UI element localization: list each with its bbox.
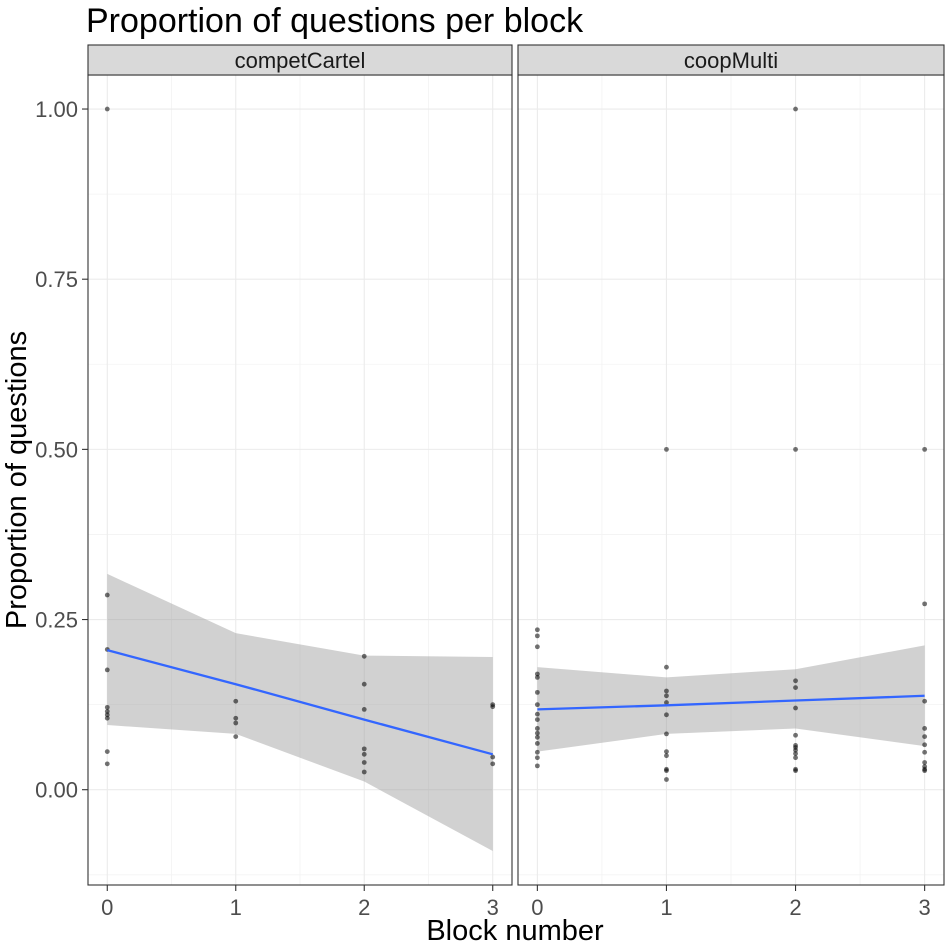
data-point <box>233 699 238 704</box>
data-point <box>105 749 110 754</box>
data-point <box>105 716 110 721</box>
x-axis-title: Block number <box>426 915 604 947</box>
data-point <box>105 593 110 598</box>
data-point <box>793 678 798 683</box>
data-point <box>793 755 798 760</box>
data-point <box>664 749 669 754</box>
x-tick-label: 1 <box>230 895 242 920</box>
data-point <box>793 447 798 452</box>
data-point <box>535 633 540 638</box>
x-tick-label: 1 <box>660 895 672 920</box>
data-point <box>535 702 540 707</box>
data-point <box>535 755 540 760</box>
data-point <box>105 107 110 112</box>
y-tick-label: 0.00 <box>35 778 78 803</box>
data-point <box>664 689 669 694</box>
data-point <box>535 750 540 755</box>
data-point <box>793 685 798 690</box>
data-point <box>362 770 367 775</box>
data-point <box>922 742 927 747</box>
data-point <box>535 712 540 717</box>
data-point <box>535 726 540 731</box>
data-point <box>664 753 669 758</box>
data-point <box>535 675 540 680</box>
data-point <box>535 735 540 740</box>
data-point <box>922 699 927 704</box>
data-point <box>362 760 367 765</box>
x-tick-label: 0 <box>101 895 113 920</box>
data-point <box>535 690 540 695</box>
data-point <box>664 768 669 773</box>
data-point <box>793 751 798 756</box>
data-point <box>105 705 110 710</box>
data-point <box>362 746 367 751</box>
data-point <box>793 107 798 112</box>
data-point <box>922 760 927 765</box>
data-point <box>922 750 927 755</box>
data-point <box>490 704 495 709</box>
data-point <box>793 768 798 773</box>
data-point <box>105 761 110 766</box>
data-point <box>535 627 540 632</box>
data-point <box>664 777 669 782</box>
x-tick-label: 2 <box>358 895 370 920</box>
data-point <box>362 752 367 757</box>
y-axis-title: Proportion of questions <box>1 331 33 629</box>
chart-title: Proportion of questions per block <box>86 2 584 40</box>
data-point <box>922 447 927 452</box>
data-point <box>535 717 540 722</box>
data-point <box>233 721 238 726</box>
data-point <box>362 707 367 712</box>
data-point <box>535 763 540 768</box>
data-point <box>535 644 540 649</box>
data-point <box>362 654 367 659</box>
data-point <box>922 601 927 606</box>
data-point <box>664 731 669 736</box>
x-tick-label: 3 <box>919 895 931 920</box>
y-tick-label: 0.50 <box>35 437 78 462</box>
data-point <box>105 668 110 673</box>
data-point <box>362 682 367 687</box>
facet-strip-label: coopMulti <box>684 48 778 73</box>
facet-strip-label: competCartel <box>235 48 366 73</box>
data-point <box>233 716 238 721</box>
y-tick-label: 0.75 <box>35 267 78 292</box>
data-point <box>793 733 798 738</box>
data-point <box>664 665 669 670</box>
data-point <box>535 741 540 746</box>
data-point <box>233 734 238 739</box>
y-tick-label: 1.00 <box>35 97 78 122</box>
data-point <box>664 693 669 698</box>
data-point <box>793 706 798 711</box>
x-tick-label: 2 <box>789 895 801 920</box>
data-point <box>922 768 927 773</box>
y-tick-label: 0.25 <box>35 608 78 633</box>
data-point <box>490 755 495 760</box>
y-axis: 0.00 0.25 0.50 0.75 1.00 <box>35 97 88 803</box>
data-point <box>490 761 495 766</box>
data-point <box>664 712 669 717</box>
data-point <box>922 726 927 731</box>
data-point <box>664 447 669 452</box>
data-point <box>922 734 927 739</box>
data-point <box>535 731 540 736</box>
